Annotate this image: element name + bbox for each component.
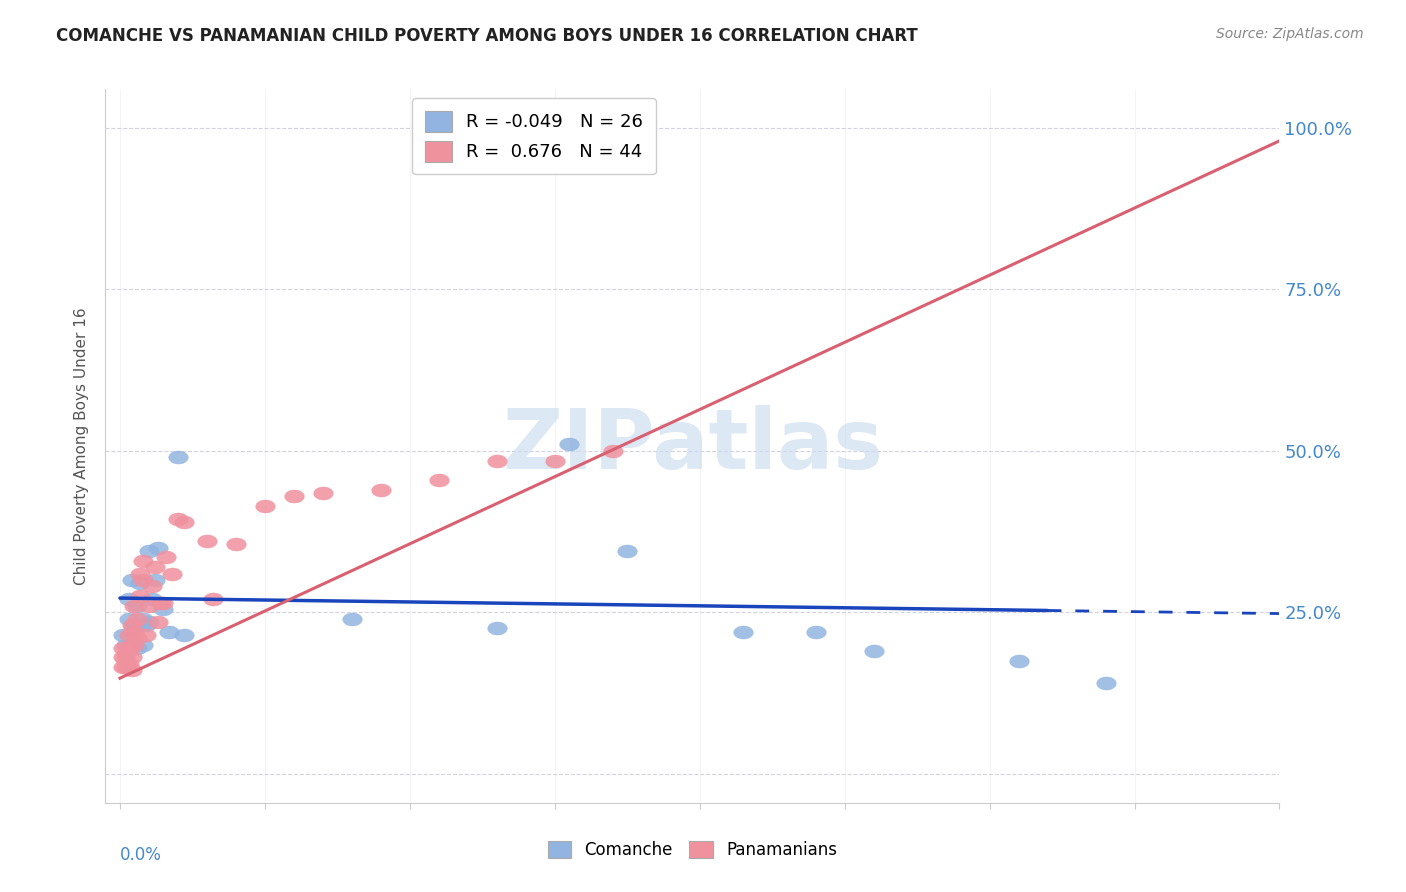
- Text: COMANCHE VS PANAMANIAN CHILD POVERTY AMONG BOYS UNDER 16 CORRELATION CHART: COMANCHE VS PANAMANIAN CHILD POVERTY AMO…: [56, 27, 918, 45]
- Point: [111, 640, 134, 655]
- Point: [201, 592, 224, 607]
- Point: [135, 618, 157, 632]
- Point: [485, 622, 508, 636]
- Point: [146, 541, 169, 555]
- Point: [121, 573, 143, 587]
- Point: [127, 599, 149, 613]
- Point: [152, 596, 174, 610]
- Point: [149, 596, 172, 610]
- Point: [138, 599, 160, 613]
- Point: [121, 664, 143, 678]
- Point: [167, 511, 190, 525]
- Point: [804, 624, 827, 639]
- Point: [114, 647, 136, 661]
- Point: [370, 483, 392, 497]
- Point: [862, 644, 884, 658]
- Point: [146, 615, 169, 629]
- Point: [253, 499, 276, 513]
- Point: [1094, 676, 1116, 690]
- Point: [127, 612, 149, 626]
- Point: [111, 628, 134, 642]
- Point: [157, 624, 180, 639]
- Point: [124, 599, 146, 613]
- Point: [124, 622, 146, 636]
- Point: [155, 550, 177, 565]
- Point: [114, 654, 136, 668]
- Y-axis label: Child Poverty Among Boys Under 16: Child Poverty Among Boys Under 16: [75, 307, 90, 585]
- Point: [129, 589, 152, 603]
- Point: [117, 592, 139, 607]
- Point: [129, 576, 152, 591]
- Point: [173, 628, 195, 642]
- Point: [121, 650, 143, 665]
- Point: [152, 602, 174, 616]
- Text: ZIPatlas: ZIPatlas: [502, 406, 883, 486]
- Point: [114, 660, 136, 674]
- Point: [127, 640, 149, 655]
- Point: [1007, 654, 1029, 668]
- Point: [340, 612, 363, 626]
- Point: [160, 566, 183, 581]
- Point: [616, 544, 638, 558]
- Point: [124, 624, 146, 639]
- Point: [117, 628, 139, 642]
- Point: [485, 453, 508, 467]
- Point: [117, 640, 139, 655]
- Point: [111, 650, 134, 665]
- Point: [283, 489, 305, 503]
- Point: [195, 534, 218, 549]
- Point: [114, 638, 136, 652]
- Point: [132, 554, 155, 568]
- Point: [141, 579, 163, 593]
- Point: [143, 560, 166, 574]
- Point: [132, 638, 155, 652]
- Point: [138, 615, 160, 629]
- Point: [135, 628, 157, 642]
- Point: [138, 544, 160, 558]
- Point: [141, 592, 163, 607]
- Point: [173, 515, 195, 529]
- Point: [124, 638, 146, 652]
- Point: [132, 612, 155, 626]
- Text: 0.0%: 0.0%: [120, 846, 162, 863]
- Point: [427, 473, 450, 487]
- Point: [225, 537, 247, 551]
- Point: [129, 566, 152, 581]
- Point: [132, 573, 155, 587]
- Point: [544, 453, 567, 467]
- Point: [733, 624, 755, 639]
- Point: [124, 618, 146, 632]
- Point: [117, 612, 139, 626]
- Point: [143, 573, 166, 587]
- Point: [167, 450, 190, 465]
- Text: Source: ZipAtlas.com: Source: ZipAtlas.com: [1216, 27, 1364, 41]
- Point: [121, 618, 143, 632]
- Point: [312, 485, 335, 500]
- Point: [111, 660, 134, 674]
- Point: [127, 631, 149, 645]
- Legend: Comanche, Panamanians: Comanche, Panamanians: [541, 834, 844, 866]
- Point: [117, 657, 139, 671]
- Point: [558, 437, 581, 451]
- Point: [602, 443, 624, 458]
